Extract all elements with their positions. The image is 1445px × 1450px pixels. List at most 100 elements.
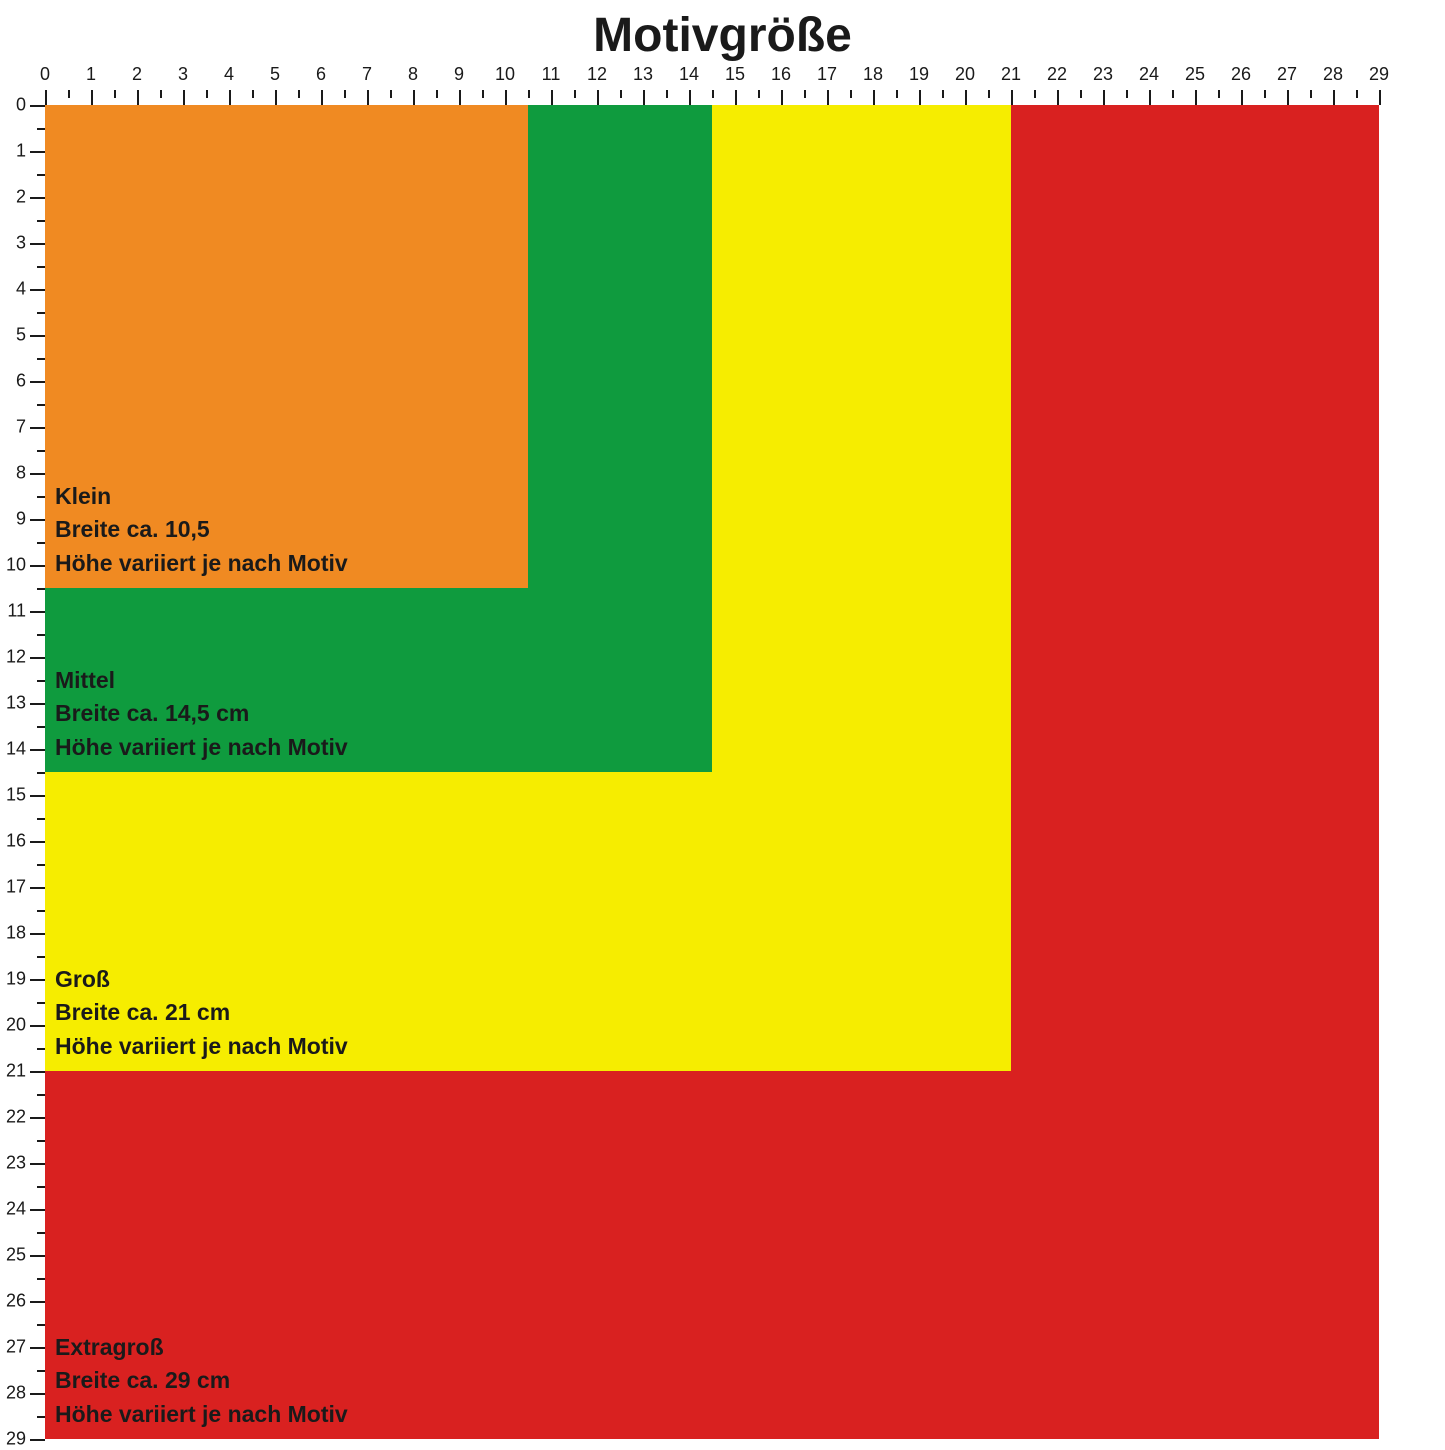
ruler-tick-minor [37, 818, 45, 820]
ruler-tick-minor [37, 496, 45, 498]
ruler-label: 16 [771, 64, 791, 85]
ruler-tick [643, 90, 645, 105]
ruler-tick-minor [574, 90, 576, 98]
ruler-tick-minor [298, 90, 300, 98]
ruler-tick [551, 90, 553, 105]
vertical-ruler: 0123456789101112131415161718192021222324… [0, 105, 45, 1440]
ruler-tick [827, 90, 829, 105]
size-width: Breite ca. 21 cm [55, 996, 348, 1029]
ruler-tick [30, 1393, 45, 1395]
ruler-label: 24 [0, 1199, 26, 1220]
ruler-label: 21 [1001, 64, 1021, 85]
ruler-tick-minor [850, 90, 852, 98]
ruler-tick [1103, 90, 1105, 105]
ruler-tick [30, 749, 45, 751]
ruler-label: 29 [1369, 64, 1389, 85]
ruler-tick-minor [344, 90, 346, 98]
ruler-tick-minor [1172, 90, 1174, 98]
ruler-tick [1149, 90, 1151, 105]
ruler-label: 2 [132, 64, 142, 85]
ruler-tick-minor [37, 680, 45, 682]
ruler-tick-minor [896, 90, 898, 98]
ruler-label: 9 [0, 509, 26, 530]
ruler-tick [1333, 90, 1335, 105]
ruler-label: 7 [362, 64, 372, 85]
ruler-label: 5 [270, 64, 280, 85]
ruler-tick-minor [1356, 90, 1358, 98]
ruler-tick [30, 1209, 45, 1211]
ruler-tick [1011, 90, 1013, 105]
chart-area: ExtragroßBreite ca. 29 cmHöhe variiert j… [45, 105, 1435, 1440]
ruler-tick [413, 90, 415, 105]
ruler-label: 18 [863, 64, 883, 85]
ruler-label: 29 [0, 1429, 26, 1450]
ruler-tick-minor [37, 1416, 45, 1418]
ruler-tick [321, 90, 323, 105]
ruler-tick-minor [712, 90, 714, 98]
ruler-tick [30, 933, 45, 935]
ruler-tick-minor [37, 1324, 45, 1326]
ruler-tick [919, 90, 921, 105]
ruler-label: 12 [587, 64, 607, 85]
size-label: MittelBreite ca. 14,5 cmHöhe variiert je… [55, 664, 348, 764]
ruler-label: 6 [316, 64, 326, 85]
size-diagram: Motivgröße 01234567891011121314151617181… [0, 0, 1445, 1445]
ruler-tick [735, 90, 737, 105]
ruler-label: 8 [0, 463, 26, 484]
ruler-label: 21 [0, 1061, 26, 1082]
ruler-label: 10 [495, 64, 515, 85]
ruler-tick-minor [482, 90, 484, 98]
ruler-label: 26 [0, 1291, 26, 1312]
ruler-tick [1287, 90, 1289, 105]
ruler-tick [30, 243, 45, 245]
ruler-label: 9 [454, 64, 464, 85]
ruler-label: 8 [408, 64, 418, 85]
ruler-tick-minor [37, 726, 45, 728]
ruler-tick-minor [37, 1186, 45, 1188]
ruler-tick-minor [1218, 90, 1220, 98]
size-width: Breite ca. 14,5 cm [55, 697, 348, 730]
ruler-label: 28 [0, 1383, 26, 1404]
ruler-tick-minor [37, 910, 45, 912]
ruler-tick-minor [942, 90, 944, 98]
ruler-tick [30, 1163, 45, 1165]
ruler-tick [229, 90, 231, 105]
ruler-tick-minor [37, 772, 45, 774]
size-height: Höhe variiert je nach Motiv [55, 547, 348, 580]
ruler-label: 5 [0, 325, 26, 346]
ruler-label: 27 [1277, 64, 1297, 85]
ruler-tick-minor [37, 404, 45, 406]
ruler-tick [91, 90, 93, 105]
size-label: ExtragroßBreite ca. 29 cmHöhe variiert j… [55, 1331, 348, 1431]
ruler-tick-minor [390, 90, 392, 98]
ruler-label: 17 [817, 64, 837, 85]
ruler-tick-minor [666, 90, 668, 98]
ruler-tick-minor [252, 90, 254, 98]
ruler-label: 1 [0, 141, 26, 162]
ruler-label: 11 [542, 64, 561, 85]
ruler-tick [30, 197, 45, 199]
ruler-tick [873, 90, 875, 105]
ruler-tick [30, 1117, 45, 1119]
ruler-tick [30, 381, 45, 383]
ruler-tick [30, 151, 45, 153]
ruler-tick [30, 335, 45, 337]
ruler-tick-minor [68, 90, 70, 98]
ruler-tick-minor [37, 358, 45, 360]
ruler-tick [30, 1439, 45, 1441]
ruler-tick-minor [1080, 90, 1082, 98]
ruler-tick [30, 289, 45, 291]
ruler-label: 18 [0, 923, 26, 944]
ruler-tick [30, 105, 45, 107]
ruler-tick-minor [37, 266, 45, 268]
ruler-tick [30, 703, 45, 705]
ruler-label: 12 [0, 647, 26, 668]
ruler-tick [30, 1025, 45, 1027]
ruler-tick [505, 90, 507, 105]
ruler-tick [30, 565, 45, 567]
size-width: Breite ca. 10,5 [55, 513, 348, 546]
ruler-tick [30, 1255, 45, 1257]
ruler-label: 1 [86, 64, 96, 85]
ruler-tick-minor [37, 1278, 45, 1280]
ruler-tick [30, 519, 45, 521]
